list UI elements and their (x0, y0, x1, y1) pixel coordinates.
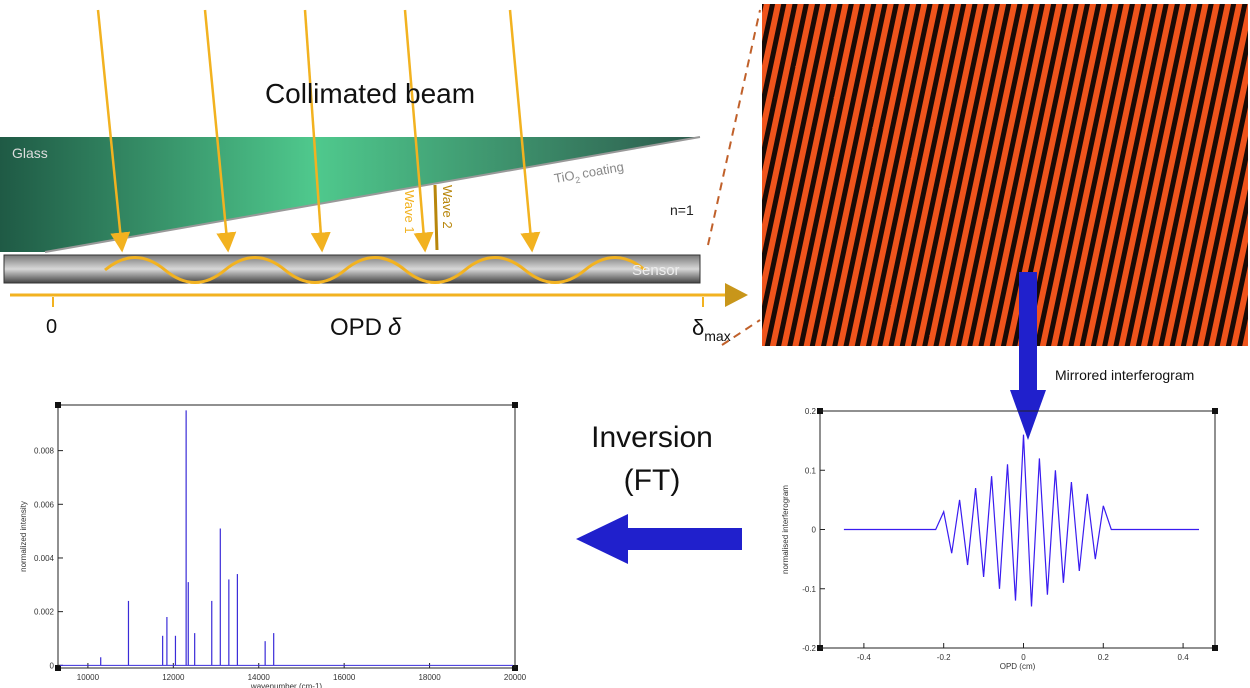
glass-wedge (0, 137, 700, 252)
chart: -0.2 -0.1 0 0.1 0.2 -0.4 -0.2 0 0.2 0.4 OPD (cm) no… (781, 407, 1218, 671)
x-tick-label: 18000 (418, 673, 441, 682)
y-tick-label: 0.006 (34, 500, 55, 509)
y-axis-label: normalised interferogram (781, 485, 790, 574)
left-arrow-head (576, 514, 628, 564)
x-tick-label: 16000 (333, 673, 356, 682)
x-tick-label: 12000 (162, 673, 185, 682)
left-arrow (628, 528, 742, 550)
plot-frame (57, 404, 516, 669)
x-axis-label: wavenumber (cm-1) (250, 682, 322, 688)
x-tick-label: 0.2 (1098, 653, 1110, 662)
wave (104, 256, 646, 284)
coating-line (44, 136, 701, 253)
sensor-label: Sensor (632, 262, 680, 279)
x-tick-label: 0 (1021, 653, 1026, 662)
corner (1212, 645, 1218, 651)
y-tick-label: 0.2 (805, 407, 817, 416)
zoom-line (721, 319, 761, 346)
wave1-label: Wave 1 (402, 190, 417, 234)
glass-label: Glass (12, 145, 48, 161)
beam-arrows (96, 9, 541, 253)
y-tick-label: 0.002 (34, 608, 55, 617)
origin-label: 0 (46, 316, 57, 338)
down-arrow-head (1010, 390, 1046, 440)
max-label: δmax (692, 315, 731, 344)
y-tick-label: 0.004 (34, 554, 55, 563)
ft-label: (FT) (624, 464, 681, 497)
zoom-line (707, 9, 761, 246)
x-tick-label: 20000 (504, 673, 527, 682)
x-tick-label: -0.2 (937, 653, 951, 662)
wave2-label: Wave 2 (440, 185, 455, 229)
corner (55, 402, 61, 408)
chart: 0 0.002 0.004 0.006 0.008 10000 12000 14000 1600… (19, 402, 527, 688)
axis-head (725, 283, 748, 307)
setup-diagram: Collimated beam Glass TiO2coating Wave 1… (0, 4, 1248, 346)
x-tick-label: 14000 (248, 673, 271, 682)
flow: Mirrored interferogram Inversion (FT) (576, 272, 1194, 564)
y-tick-label: 0.008 (34, 447, 55, 456)
y-tick-label: -0.1 (802, 585, 816, 594)
title: Collimated beam (265, 78, 475, 109)
x-axis-label: OPD (cm) (1000, 662, 1036, 671)
medium-label: n=1 (670, 202, 694, 218)
corner (1212, 408, 1218, 414)
x-tick-label: 0.4 (1178, 653, 1190, 662)
corner (512, 402, 518, 408)
corner (55, 665, 61, 671)
fringe-image (762, 4, 1248, 346)
x-tick-label: -0.4 (857, 653, 871, 662)
wave-arrow (433, 184, 439, 251)
y-axis-label: normalized intensity (19, 501, 28, 572)
x-tick-label: 10000 (77, 673, 100, 682)
y-tick-label: 0 (50, 661, 55, 670)
y-tick-label: 0 (812, 526, 817, 535)
down-arrow (1019, 272, 1037, 392)
axis-label: OPD δ (330, 314, 402, 341)
y-tick-label: -0.2 (802, 644, 816, 653)
inversion-label: Inversion (591, 421, 713, 454)
mirrored-label: Mirrored interferogram (1055, 367, 1194, 383)
y-tick-label: 0.1 (805, 466, 817, 475)
signal-line (843, 434, 1199, 607)
coating-label: TiO2coating (553, 159, 625, 189)
